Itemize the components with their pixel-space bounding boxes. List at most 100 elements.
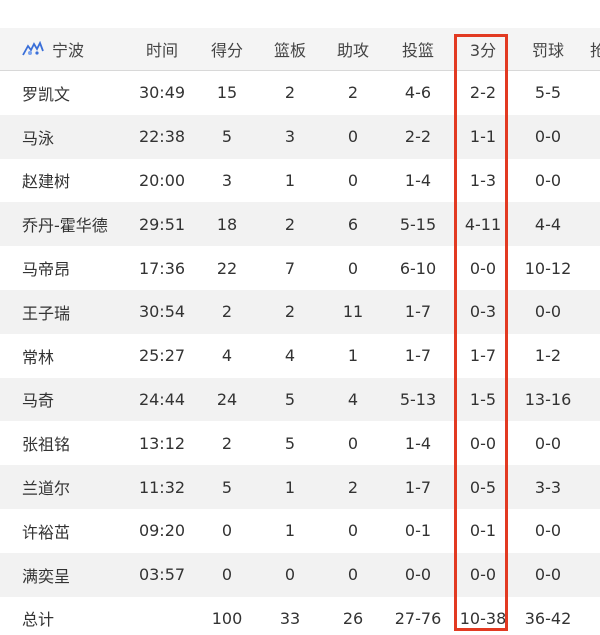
player-name[interactable]: 马泳 (22, 128, 55, 148)
stat-cell: 0-3 (469, 302, 497, 322)
stat-cell: 0-0 (534, 302, 562, 322)
player-row[interactable]: 乔丹-霍华德 29:51 18 2 6 5-15 4-11 4-4 (0, 202, 600, 247)
stat-cell: 0-5 (469, 477, 497, 497)
stat-cell: 1-7 (469, 346, 497, 366)
stat-cell: 13-16 (524, 389, 572, 409)
player-row[interactable]: 许裕茁 09:20 0 1 0 0-1 0-1 0-0 (0, 509, 600, 553)
stat-cell: 5 (221, 127, 233, 147)
three-point-highlight-box (454, 34, 508, 631)
total-cell: 27-76 (394, 608, 442, 628)
stat-cell: 1 (347, 346, 359, 366)
stat-cell: 3 (284, 127, 296, 147)
player-name[interactable]: 马帝昂 (22, 260, 71, 280)
player-name[interactable]: 赵建树 (22, 172, 71, 192)
stat-cell: 10-12 (524, 258, 572, 278)
stat-cell: 3 (221, 170, 233, 190)
player-row[interactable]: 马奇 24:44 24 5 4 5-13 1-5 13-16 (0, 377, 600, 422)
stat-cell: 1-4 (404, 170, 432, 190)
stat-cell: 5 (284, 433, 296, 453)
player-name[interactable]: 乔丹-霍华德 (22, 216, 108, 236)
team-header: 宁波 (22, 28, 152, 70)
stat-cell: 0-0 (469, 258, 497, 278)
player-name[interactable]: 王子瑞 (22, 303, 71, 323)
stat-cell: 1 (284, 477, 296, 497)
player-row[interactable]: 满奕呈 03:57 0 0 0 0-0 0-0 0-0 (0, 552, 600, 597)
stat-cell: 0 (347, 127, 359, 147)
stat-cell: 2 (221, 433, 233, 453)
stat-cell: 18 (216, 214, 238, 234)
totals-row: 总计 100 33 26 27-76 10-38 36-42 (0, 597, 600, 635)
stat-cell: 2-2 (469, 83, 497, 103)
stat-cell: 0-0 (534, 565, 562, 585)
player-row[interactable]: 罗凯文 30:49 15 2 2 4-6 2-2 5-5 (0, 71, 600, 115)
column-header[interactable]: 得分 (210, 41, 243, 60)
player-row[interactable]: 赵建树 20:00 3 1 0 1-4 1-3 0-0 (0, 159, 600, 203)
total-cell (130, 597, 194, 635)
stat-cell: 20:00 (138, 170, 186, 190)
column-header[interactable]: 罚球 (531, 41, 564, 60)
stat-cell: 0-0 (534, 521, 562, 541)
stat-cell: 4-6 (404, 83, 432, 103)
player-name[interactable]: 满奕呈 (22, 566, 71, 586)
player-row[interactable]: 兰道尔 11:32 5 1 2 1-7 0-5 3-3 (0, 465, 600, 509)
column-header[interactable]: 3分 (469, 41, 497, 60)
stat-cell: 5-13 (399, 389, 437, 409)
stat-cell: 1 (284, 170, 296, 190)
player-row[interactable]: 王子瑞 30:54 2 2 11 1-7 0-3 0-0 (0, 290, 600, 334)
stat-cell: 5 (221, 477, 233, 497)
ningbo-team-logo-icon (22, 41, 44, 56)
table-header: 宁波 时间 得分 篮板 助攻 投篮 3分 罚球 抢 (0, 28, 600, 71)
player-name[interactable]: 许裕茁 (22, 522, 71, 542)
stat-cell: 09:20 (138, 521, 186, 541)
stat-cell: 30:49 (138, 83, 186, 103)
stat-cell: 0-1 (404, 521, 432, 541)
total-cell: 33 (279, 608, 301, 628)
stat-cell: 0-0 (469, 565, 497, 585)
stat-cell: 0-0 (534, 127, 562, 147)
column-header[interactable]: 抢 (589, 41, 600, 60)
player-name[interactable]: 常林 (22, 347, 55, 367)
total-cell: 36-42 (524, 608, 572, 628)
player-row[interactable]: 常林 25:27 4 4 1 1-7 1-7 1-2 (0, 334, 600, 378)
stat-cell: 0-0 (404, 565, 432, 585)
stat-cell: 0 (347, 258, 359, 278)
column-header[interactable]: 投篮 (401, 41, 434, 60)
player-row[interactable]: 马帝昂 17:36 22 7 0 6-10 0-0 10-12 (0, 246, 600, 291)
stat-cell: 1-2 (534, 346, 562, 366)
stat-cell: 11:32 (138, 477, 186, 497)
stat-cell: 24 (216, 389, 238, 409)
column-header[interactable]: 篮板 (273, 41, 306, 60)
stat-cell: 2-2 (404, 127, 432, 147)
player-name[interactable]: 张祖铭 (22, 435, 71, 455)
stat-cell: 4 (284, 346, 296, 366)
column-header[interactable]: 助攻 (336, 41, 369, 60)
stat-cell: 6 (347, 214, 359, 234)
stat-cell: 2 (347, 477, 359, 497)
stat-cell: 1-3 (469, 170, 497, 190)
stat-cell: 5-15 (399, 214, 437, 234)
stat-cell: 2 (284, 302, 296, 322)
player-row[interactable]: 张祖铭 13:12 2 5 0 1-4 0-0 0-0 (0, 421, 600, 465)
stat-cell: 0 (284, 565, 296, 585)
stat-cell: 17:36 (138, 258, 186, 278)
stat-cell: 22 (216, 258, 238, 278)
stat-cell: 4-4 (534, 214, 562, 234)
stat-cell: 0-0 (534, 170, 562, 190)
player-name[interactable]: 马奇 (22, 391, 55, 411)
stat-cell: 1-7 (404, 477, 432, 497)
column-header[interactable]: 时间 (145, 41, 178, 60)
stat-cell: 0 (347, 170, 359, 190)
total-cell: 100 (211, 608, 243, 628)
stat-cell: 1-5 (469, 389, 497, 409)
player-name[interactable]: 罗凯文 (22, 84, 71, 104)
stat-cell: 25:27 (138, 346, 186, 366)
stat-cell: 11 (342, 302, 364, 322)
stat-cell: 3-3 (534, 477, 562, 497)
stat-cell: 0-0 (469, 433, 497, 453)
stat-cell: 1-4 (404, 433, 432, 453)
stat-cell: 24:44 (138, 389, 186, 409)
stat-cell: 0 (347, 565, 359, 585)
stat-cell: 4 (221, 346, 233, 366)
player-row[interactable]: 马泳 22:38 5 3 0 2-2 1-1 0-0 (0, 114, 600, 159)
player-name[interactable]: 兰道尔 (22, 479, 71, 499)
